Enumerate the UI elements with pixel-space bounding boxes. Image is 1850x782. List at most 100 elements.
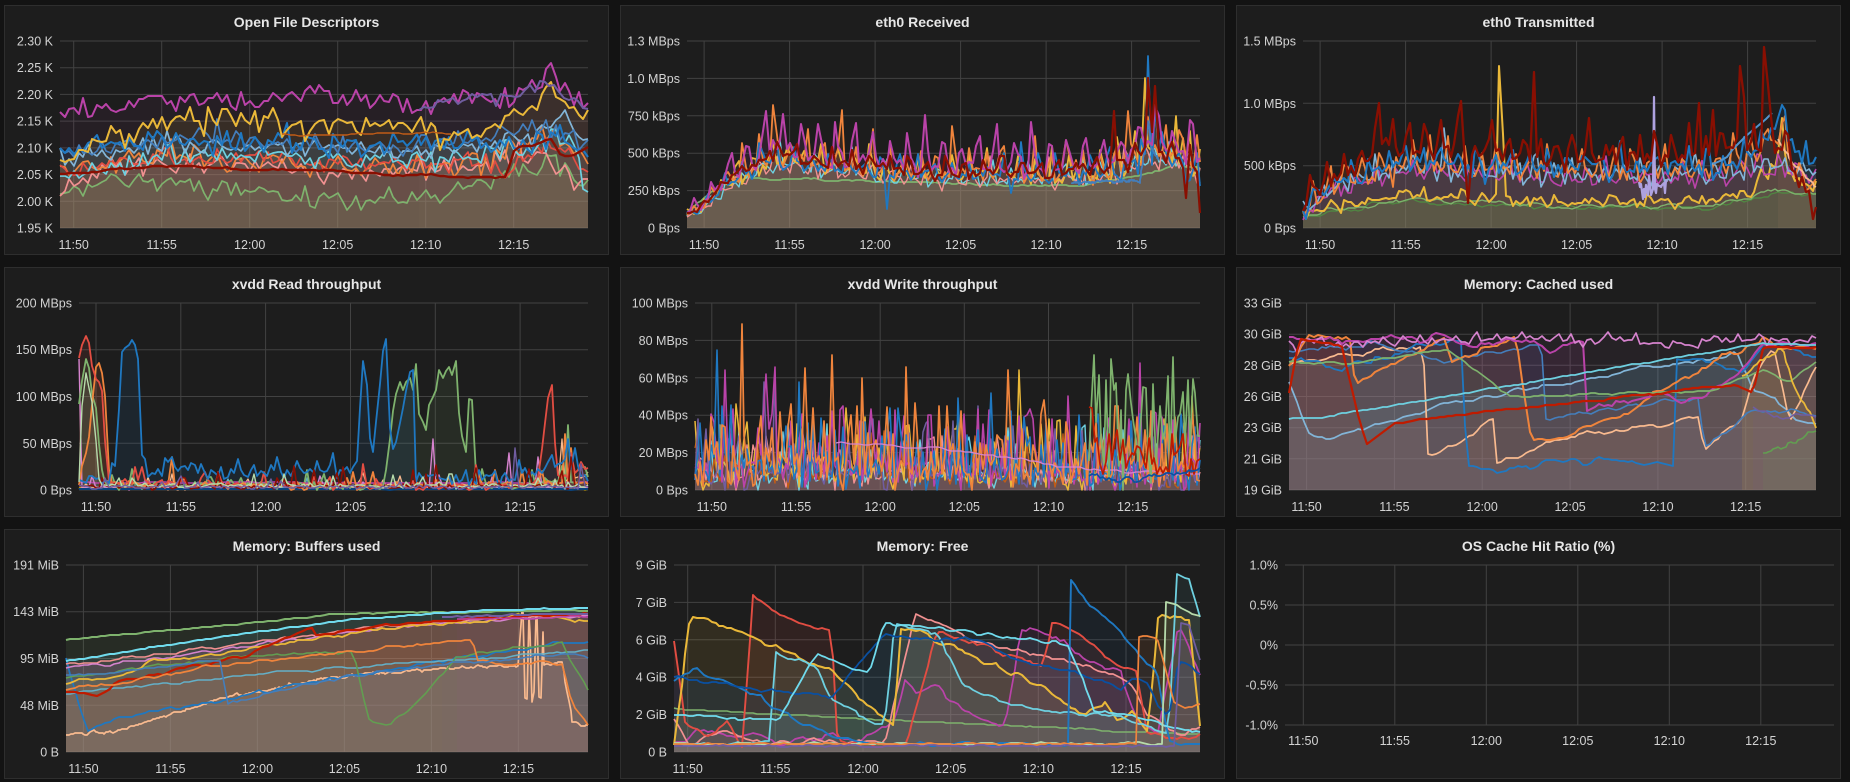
- svg-text:12:00: 12:00: [234, 238, 265, 252]
- svg-text:11:55: 11:55: [760, 762, 790, 776]
- svg-text:12:10: 12:10: [416, 762, 447, 776]
- svg-text:0 Bps: 0 Bps: [40, 484, 72, 498]
- svg-text:11:55: 11:55: [147, 238, 177, 252]
- svg-text:143 MiB: 143 MiB: [13, 605, 59, 619]
- svg-text:1.0%: 1.0%: [1250, 559, 1279, 573]
- svg-text:12:15: 12:15: [1116, 238, 1147, 252]
- svg-text:500 kBps: 500 kBps: [628, 147, 680, 161]
- svg-text:2.30 K: 2.30 K: [17, 35, 54, 49]
- svg-text:12:15: 12:15: [504, 500, 535, 514]
- svg-text:100 MBps: 100 MBps: [16, 390, 72, 404]
- svg-text:11:50: 11:50: [68, 762, 98, 776]
- svg-text:150 MBps: 150 MBps: [16, 343, 72, 357]
- svg-text:12:10: 12:10: [1033, 500, 1064, 514]
- svg-text:2.00 K: 2.00 K: [17, 195, 54, 209]
- svg-text:12:05: 12:05: [1562, 734, 1593, 748]
- svg-text:12:05: 12:05: [935, 762, 966, 776]
- svg-text:1.95 K: 1.95 K: [17, 222, 54, 236]
- svg-text:0%: 0%: [1260, 639, 1278, 653]
- svg-text:12:10: 12:10: [1642, 500, 1673, 514]
- svg-text:9 GiB: 9 GiB: [636, 559, 667, 573]
- svg-text:4 GiB: 4 GiB: [636, 671, 667, 685]
- svg-text:11:55: 11:55: [166, 500, 196, 514]
- svg-text:1.3 MBps: 1.3 MBps: [627, 35, 680, 49]
- svg-text:0 Bps: 0 Bps: [1264, 222, 1296, 236]
- svg-text:12:10: 12:10: [1023, 762, 1054, 776]
- svg-text:191 MiB: 191 MiB: [13, 559, 59, 573]
- svg-text:2.05 K: 2.05 K: [17, 168, 54, 182]
- svg-text:11:55: 11:55: [155, 762, 185, 776]
- svg-text:12:15: 12:15: [503, 762, 534, 776]
- svg-text:200 MBps: 200 MBps: [16, 297, 72, 311]
- svg-text:12:15: 12:15: [1117, 500, 1148, 514]
- svg-text:250 kBps: 250 kBps: [628, 184, 680, 198]
- svg-text:12:05: 12:05: [335, 500, 366, 514]
- svg-text:80 MBps: 80 MBps: [639, 334, 688, 348]
- svg-text:12:00: 12:00: [1475, 238, 1506, 252]
- svg-text:11:55: 11:55: [1390, 238, 1420, 252]
- svg-text:2.20 K: 2.20 K: [17, 88, 54, 102]
- svg-text:11:50: 11:50: [673, 762, 703, 776]
- svg-text:20 MBps: 20 MBps: [639, 446, 688, 460]
- svg-text:12:00: 12:00: [859, 238, 890, 252]
- svg-text:1.0 MBps: 1.0 MBps: [1243, 97, 1296, 111]
- svg-text:11:50: 11:50: [81, 500, 111, 514]
- svg-text:2.15 K: 2.15 K: [17, 115, 54, 129]
- svg-text:12:05: 12:05: [1554, 500, 1585, 514]
- svg-text:12:00: 12:00: [250, 500, 281, 514]
- svg-text:12:00: 12:00: [242, 762, 273, 776]
- svg-text:19 GiB: 19 GiB: [1244, 484, 1282, 498]
- svg-text:12:05: 12:05: [949, 500, 980, 514]
- svg-text:6 GiB: 6 GiB: [636, 633, 667, 647]
- svg-text:30 GiB: 30 GiB: [1244, 328, 1282, 342]
- svg-text:2 GiB: 2 GiB: [636, 708, 667, 722]
- svg-text:12:00: 12:00: [865, 500, 896, 514]
- svg-text:12:05: 12:05: [1561, 238, 1592, 252]
- svg-text:11:50: 11:50: [689, 238, 719, 252]
- svg-text:100 MBps: 100 MBps: [632, 297, 688, 311]
- svg-text:11:55: 11:55: [1379, 500, 1409, 514]
- svg-text:12:10: 12:10: [410, 238, 441, 252]
- svg-text:11:50: 11:50: [697, 500, 727, 514]
- svg-text:12:15: 12:15: [498, 238, 529, 252]
- svg-text:28 GiB: 28 GiB: [1244, 359, 1282, 373]
- svg-text:12:10: 12:10: [1646, 238, 1677, 252]
- svg-text:0 B: 0 B: [40, 746, 59, 760]
- svg-text:2.10 K: 2.10 K: [17, 141, 54, 155]
- svg-text:7 GiB: 7 GiB: [636, 596, 667, 610]
- svg-text:12:00: 12:00: [847, 762, 878, 776]
- svg-text:500 kBps: 500 kBps: [1244, 159, 1296, 173]
- svg-text:21 GiB: 21 GiB: [1244, 452, 1282, 466]
- svg-text:11:50: 11:50: [1288, 734, 1318, 748]
- svg-text:26 GiB: 26 GiB: [1244, 390, 1282, 404]
- svg-text:11:55: 11:55: [774, 238, 804, 252]
- svg-text:33 GiB: 33 GiB: [1244, 297, 1282, 311]
- svg-text:12:00: 12:00: [1467, 500, 1498, 514]
- svg-text:750 kBps: 750 kBps: [628, 109, 680, 123]
- svg-text:60 MBps: 60 MBps: [639, 371, 688, 385]
- svg-text:11:50: 11:50: [59, 238, 89, 252]
- svg-text:40 MBps: 40 MBps: [639, 409, 688, 423]
- svg-text:11:55: 11:55: [781, 500, 811, 514]
- svg-text:12:15: 12:15: [1745, 734, 1776, 748]
- svg-text:23 GiB: 23 GiB: [1244, 421, 1282, 435]
- svg-text:12:10: 12:10: [1654, 734, 1685, 748]
- svg-text:2.25 K: 2.25 K: [17, 61, 54, 75]
- svg-text:0.5%: 0.5%: [1250, 599, 1279, 613]
- svg-text:12:05: 12:05: [329, 762, 360, 776]
- svg-text:0 Bps: 0 Bps: [648, 222, 680, 236]
- svg-text:0 Bps: 0 Bps: [656, 484, 688, 498]
- svg-text:1.5 MBps: 1.5 MBps: [1243, 35, 1296, 49]
- svg-text:-0.5%: -0.5%: [1245, 679, 1278, 693]
- svg-text:11:55: 11:55: [1380, 734, 1410, 748]
- svg-text:11:50: 11:50: [1305, 238, 1335, 252]
- svg-text:12:10: 12:10: [1030, 238, 1061, 252]
- svg-text:1.0 MBps: 1.0 MBps: [627, 72, 680, 86]
- svg-text:12:15: 12:15: [1110, 762, 1141, 776]
- svg-text:48 MiB: 48 MiB: [20, 699, 59, 713]
- svg-text:50 MBps: 50 MBps: [23, 437, 72, 451]
- svg-text:0 B: 0 B: [648, 746, 667, 760]
- svg-text:11:50: 11:50: [1291, 500, 1321, 514]
- svg-text:95 MiB: 95 MiB: [20, 652, 59, 666]
- svg-text:12:05: 12:05: [945, 238, 976, 252]
